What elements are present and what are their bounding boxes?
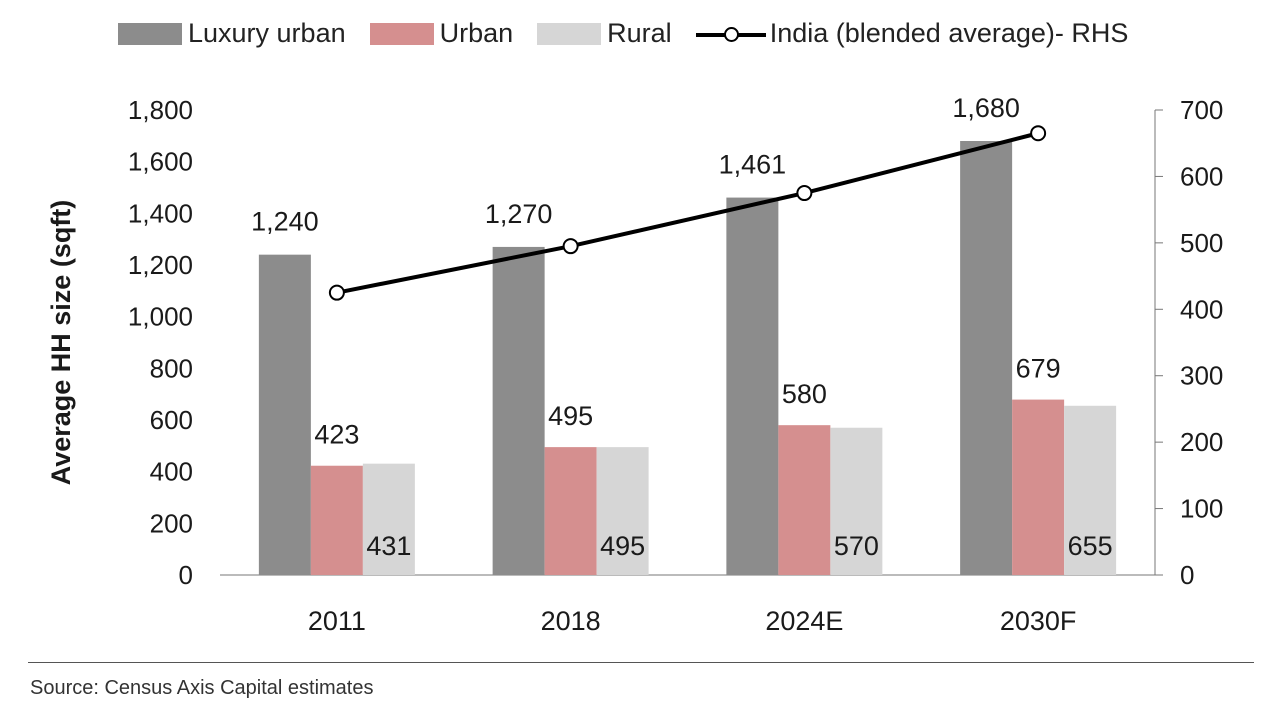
data-label-urban: 679 bbox=[1016, 354, 1061, 384]
y-tick-label: 1,200 bbox=[128, 250, 193, 280]
x-tick-label: 2030F bbox=[1000, 606, 1077, 636]
bar-luxury-urban bbox=[492, 246, 545, 575]
data-label-rural: 570 bbox=[834, 531, 879, 561]
legend-label-urban: Urban bbox=[439, 18, 514, 48]
legend-item-india-average: India (blended average)- RHS bbox=[695, 18, 1129, 49]
bar-rural bbox=[830, 427, 883, 575]
bar-urban bbox=[310, 465, 363, 575]
data-label-luxury-urban: 1,270 bbox=[485, 199, 553, 229]
y2-tick-label: 0 bbox=[1180, 560, 1194, 590]
y-tick-label: 1,000 bbox=[128, 302, 193, 332]
line-point-india-average bbox=[796, 185, 813, 202]
line-point-india-average bbox=[328, 284, 345, 301]
legend-label-india-average: India (blended average)- RHS bbox=[769, 18, 1129, 48]
data-label-luxury-urban: 1,240 bbox=[251, 207, 319, 237]
bar-urban bbox=[778, 425, 831, 575]
bar-luxury-urban bbox=[726, 197, 779, 575]
data-label-rural: 655 bbox=[1068, 531, 1113, 561]
line-point-india-average bbox=[562, 238, 579, 255]
y-tick-label: 200 bbox=[150, 508, 193, 538]
data-label-rural: 431 bbox=[366, 531, 411, 561]
bar-urban bbox=[1012, 399, 1065, 575]
chart-legend: Luxury urban Urban Rural India (blended … bbox=[118, 18, 1152, 49]
y-tick-label: 1,600 bbox=[128, 147, 193, 177]
y-tick-label: 400 bbox=[150, 457, 193, 487]
bar-urban bbox=[544, 447, 597, 575]
y-tick-label: 0 bbox=[179, 560, 193, 590]
legend-item-urban: Urban bbox=[369, 18, 514, 49]
bar-rural bbox=[362, 463, 415, 575]
y-tick-label: 1,800 bbox=[128, 95, 193, 125]
x-tick-label: 2024E bbox=[765, 606, 843, 636]
y-tick-label: 800 bbox=[150, 353, 193, 383]
data-label-rural: 495 bbox=[600, 531, 645, 561]
source-note: Source: Census Axis Capital estimates bbox=[30, 677, 374, 699]
data-label-urban: 495 bbox=[548, 401, 593, 431]
legend-swatch-luxury-urban bbox=[118, 22, 182, 45]
y2-tick-label: 100 bbox=[1180, 494, 1223, 524]
y-axis-title: Average HH size (sqft) bbox=[46, 200, 76, 486]
legend-swatch-rural bbox=[537, 22, 602, 45]
data-label-urban: 580 bbox=[782, 379, 827, 409]
legend-label-luxury-urban: Luxury urban bbox=[188, 18, 346, 48]
legend-label-rural: Rural bbox=[607, 18, 672, 48]
y-tick-label: 1,400 bbox=[128, 198, 193, 228]
y2-tick-label: 500 bbox=[1180, 228, 1223, 258]
y2-tick-label: 600 bbox=[1180, 161, 1223, 191]
legend-swatch-urban bbox=[369, 22, 434, 45]
y2-tick-label: 300 bbox=[1180, 361, 1223, 391]
line-point-india-average bbox=[1030, 125, 1047, 142]
y-tick-label: 600 bbox=[150, 405, 193, 435]
legend-item-luxury-urban: Luxury urban bbox=[118, 18, 346, 49]
x-tick-label: 2011 bbox=[308, 606, 366, 636]
bar-rural bbox=[1064, 405, 1117, 575]
x-tick-label: 2018 bbox=[541, 606, 601, 636]
line-india-average bbox=[336, 131, 1039, 295]
bar-luxury-urban bbox=[960, 141, 1013, 575]
data-label-luxury-urban: 1,680 bbox=[952, 93, 1020, 123]
y2-tick-label: 700 bbox=[1180, 95, 1223, 125]
bar-rural bbox=[596, 447, 649, 575]
y2-tick-label: 400 bbox=[1180, 294, 1223, 324]
y2-tick-label: 200 bbox=[1180, 427, 1223, 457]
legend-swatch-india-average bbox=[695, 23, 766, 45]
data-label-luxury-urban: 1,461 bbox=[719, 150, 787, 180]
legend-item-rural: Rural bbox=[537, 18, 672, 49]
data-label-urban: 423 bbox=[314, 420, 359, 450]
footer-divider bbox=[28, 662, 1254, 663]
bar-luxury-urban bbox=[258, 254, 311, 575]
